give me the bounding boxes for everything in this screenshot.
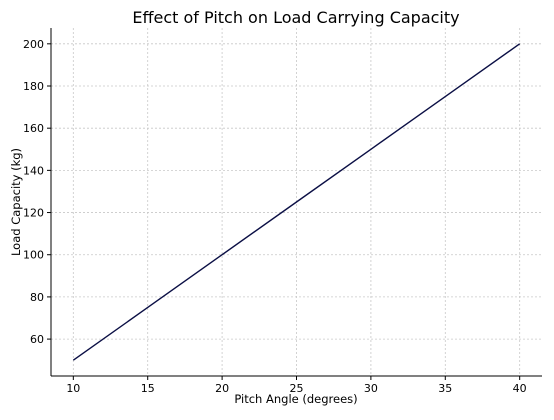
x-tick-label: 10 (66, 382, 80, 395)
x-tick-label: 20 (215, 382, 229, 395)
y-axis-label: Load Capacity (kg) (9, 148, 23, 256)
x-tick-label: 25 (290, 382, 304, 395)
ticks: 10 15 20 25 30 35 40 60 80 100 120 140 160 180 200 (23, 38, 527, 395)
x-tick-label: 40 (513, 382, 527, 395)
y-tick-label: 180 (23, 80, 44, 93)
chart-title: Effect of Pitch on Load Carrying Capacit… (132, 8, 459, 27)
x-tick-label: 15 (141, 382, 155, 395)
y-tick-label: 100 (23, 249, 44, 262)
y-tick-label: 80 (30, 291, 44, 304)
series-line (72, 43, 521, 361)
x-tick-label: 35 (438, 382, 452, 395)
y-tick-label: 60 (30, 333, 44, 346)
y-tick-label: 200 (23, 38, 44, 51)
series-layer (72, 43, 521, 361)
x-axis-label: Pitch Angle (degrees) (234, 392, 357, 406)
y-tick-label: 140 (23, 164, 44, 177)
x-tick-label: 30 (364, 382, 378, 395)
y-tick-label: 160 (23, 122, 44, 135)
y-tick-label: 120 (23, 207, 44, 220)
